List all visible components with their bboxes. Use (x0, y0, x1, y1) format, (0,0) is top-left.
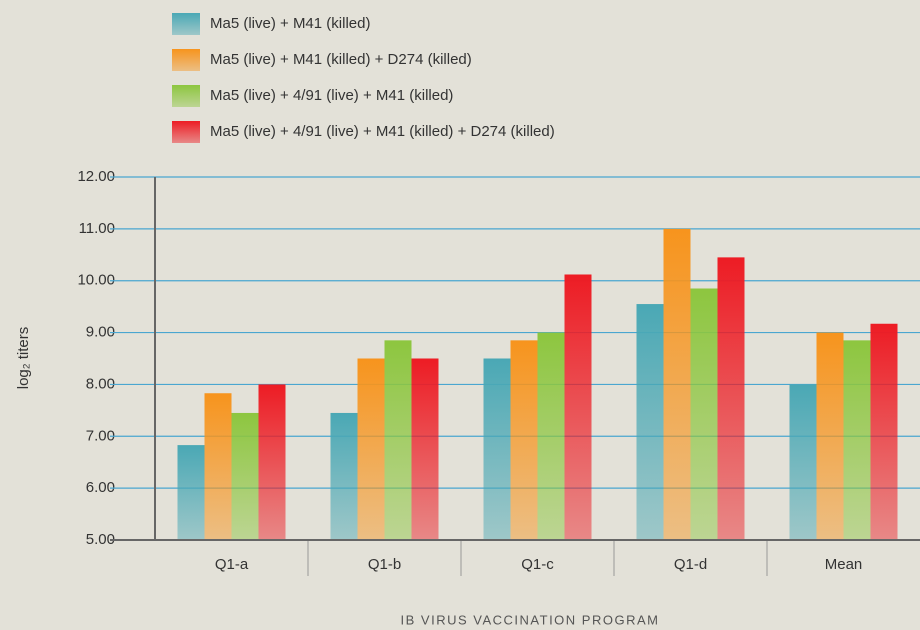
bar (537, 332, 565, 540)
x-tick-label: Q1-a (215, 556, 249, 573)
bar (663, 228, 691, 540)
y-axis-label: log₂ titers (15, 327, 32, 390)
bar (384, 340, 412, 540)
bar (789, 384, 817, 540)
legend-swatch (172, 49, 200, 71)
y-tick-label: 9.00 (86, 324, 115, 341)
x-tick-label: Q1-d (674, 556, 707, 573)
y-tick-label: 8.00 (86, 375, 115, 392)
bar (483, 358, 511, 540)
bar (717, 257, 745, 540)
bar (843, 340, 871, 540)
x-tick-label: Q1-b (368, 556, 401, 573)
x-tick-label: Q1-c (521, 556, 554, 573)
bar (258, 384, 286, 540)
legend-label: Ma5 (live) + 4/91 (live) + M41 (killed) … (210, 123, 555, 140)
y-tick-label: 12.00 (77, 168, 115, 185)
legend-swatch (172, 85, 200, 107)
legend-swatch (172, 13, 200, 35)
bar (510, 340, 538, 540)
bar (204, 393, 232, 540)
bar (411, 358, 439, 540)
y-tick-label: 6.00 (86, 479, 115, 496)
bar (231, 412, 259, 540)
legend-swatch (172, 121, 200, 143)
legend-label: Ma5 (live) + M41 (killed) (210, 15, 370, 32)
y-tick-label: 7.00 (86, 427, 115, 444)
bar (330, 412, 358, 540)
y-tick-label: 5.00 (86, 531, 115, 548)
legend-label: Ma5 (live) + 4/91 (live) + M41 (killed) (210, 87, 453, 104)
bar (816, 332, 844, 540)
bar (690, 288, 718, 540)
x-axis-label: IB VIRUS VACCINATION PROGRAM (401, 612, 660, 627)
bar (564, 274, 592, 540)
bar (177, 445, 205, 540)
y-tick-label: 11.00 (79, 220, 115, 237)
y-tick-label: 10.00 (77, 272, 115, 289)
legend-label: Ma5 (live) + M41 (killed) + D274 (killed… (210, 51, 472, 68)
bar (636, 304, 664, 540)
x-tick-label: Mean (825, 556, 863, 573)
bar (870, 323, 898, 540)
bar (357, 358, 385, 540)
